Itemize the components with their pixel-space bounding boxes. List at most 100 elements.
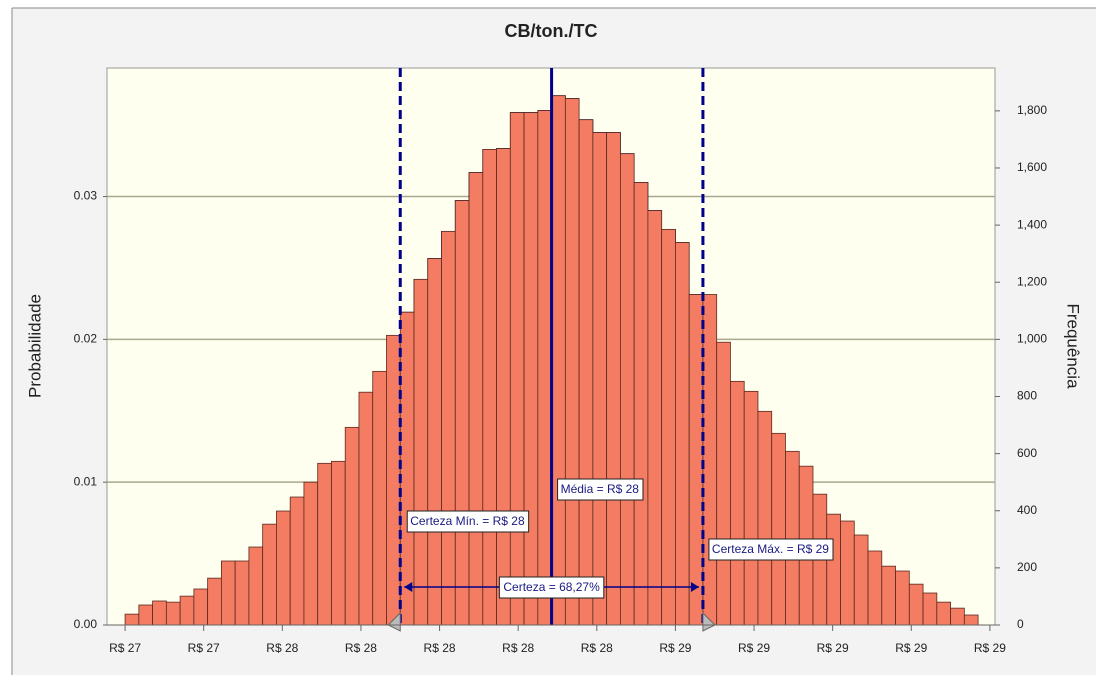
bar bbox=[427, 258, 442, 626]
y2-tick-label: 600 bbox=[1017, 446, 1037, 460]
certainty-grabber bbox=[702, 611, 716, 632]
bar bbox=[386, 334, 401, 626]
bar bbox=[675, 242, 690, 626]
x-tick-label: R$ 29 bbox=[974, 641, 1006, 655]
bar bbox=[702, 294, 718, 626]
x-tick-label: R$ 27 bbox=[188, 641, 220, 655]
bar bbox=[454, 200, 470, 626]
x-tick-label: R$ 27 bbox=[109, 641, 141, 655]
bar bbox=[908, 583, 924, 626]
bar bbox=[826, 513, 841, 626]
y2-tick-label: 800 bbox=[1017, 389, 1037, 403]
bar bbox=[179, 595, 195, 626]
x-tick-label: R$ 29 bbox=[659, 641, 691, 655]
y2-tick-label: 1,600 bbox=[1017, 160, 1047, 174]
bar bbox=[551, 95, 566, 626]
bar bbox=[220, 560, 236, 626]
bar bbox=[496, 148, 511, 626]
bar bbox=[344, 426, 360, 626]
y-tick-label: 0.00 bbox=[74, 617, 98, 631]
bar bbox=[262, 523, 277, 626]
y2-tick-label: 1,200 bbox=[1017, 274, 1047, 288]
bar bbox=[853, 534, 869, 626]
bar bbox=[358, 391, 374, 626]
bar bbox=[468, 172, 484, 626]
y2-tick-label: 1,800 bbox=[1017, 103, 1047, 117]
bar bbox=[523, 112, 539, 626]
bar bbox=[207, 577, 222, 626]
bar bbox=[771, 432, 786, 626]
x-tick-label: R$ 29 bbox=[895, 641, 927, 655]
x-tick-label: R$ 28 bbox=[581, 641, 613, 655]
y-tick-label: 0.03 bbox=[74, 189, 98, 203]
bar bbox=[578, 119, 594, 626]
bar bbox=[165, 601, 181, 626]
bar bbox=[881, 565, 896, 626]
bar bbox=[592, 132, 608, 626]
bar bbox=[441, 230, 456, 626]
bar bbox=[647, 210, 663, 626]
bar bbox=[193, 588, 209, 626]
x-tick-label: R$ 28 bbox=[345, 641, 377, 655]
bar bbox=[785, 450, 800, 626]
bar bbox=[248, 546, 264, 626]
bar bbox=[152, 600, 167, 626]
certainty-min-label-box bbox=[406, 510, 530, 533]
bar bbox=[303, 481, 319, 626]
y2-tick-label: 0 bbox=[1017, 617, 1024, 631]
y-axis-label: Probabilidade bbox=[25, 294, 44, 398]
bar bbox=[950, 607, 965, 626]
bar bbox=[331, 460, 346, 626]
bar bbox=[633, 182, 649, 626]
x-tick-label: R$ 29 bbox=[817, 641, 849, 655]
certainty-label: Certeza = 68,27% bbox=[503, 580, 600, 594]
x-tick-label: R$ 29 bbox=[738, 641, 770, 655]
y2-axis-label: Frequência bbox=[1064, 303, 1083, 389]
bar bbox=[716, 341, 731, 626]
bar bbox=[234, 560, 250, 626]
x-tick-label: R$ 28 bbox=[266, 641, 298, 655]
certainty-max-label: Certeza Máx. = R$ 29 bbox=[712, 542, 829, 556]
mean-label: Média = R$ 28 bbox=[561, 482, 640, 496]
bar bbox=[936, 601, 951, 626]
certainty-label-box bbox=[498, 576, 605, 599]
mean-label-box bbox=[557, 478, 644, 501]
bar bbox=[372, 370, 387, 626]
bar bbox=[138, 604, 153, 626]
y-tick-label: 0.02 bbox=[74, 332, 98, 346]
certainty-min-label: Certeza Mín. = R$ 28 bbox=[410, 514, 525, 528]
bar bbox=[688, 294, 704, 626]
bar bbox=[482, 149, 497, 626]
bar bbox=[867, 550, 883, 626]
bar bbox=[276, 510, 291, 626]
bar bbox=[619, 153, 635, 626]
y2-tick-label: 400 bbox=[1017, 503, 1037, 517]
bar bbox=[399, 311, 415, 626]
bar bbox=[757, 410, 773, 626]
bar bbox=[840, 520, 855, 626]
x-tick-label: R$ 28 bbox=[424, 641, 456, 655]
bar bbox=[564, 98, 580, 626]
bar bbox=[537, 110, 552, 626]
bar bbox=[922, 592, 938, 626]
bar bbox=[743, 390, 759, 626]
bar bbox=[661, 228, 676, 626]
bar bbox=[606, 132, 621, 626]
y-tick-label: 0.01 bbox=[74, 474, 98, 488]
x-tick-label: R$ 28 bbox=[502, 641, 534, 655]
y2-tick-label: 200 bbox=[1017, 560, 1037, 574]
y2-tick-label: 1,400 bbox=[1017, 217, 1047, 231]
bar bbox=[289, 496, 305, 626]
bar bbox=[895, 570, 910, 626]
y2-tick-label: 1,000 bbox=[1017, 332, 1047, 346]
bar bbox=[317, 462, 332, 626]
chart-title: CB/ton./TC bbox=[505, 21, 598, 41]
bar bbox=[963, 614, 979, 626]
bar bbox=[509, 112, 525, 626]
bar bbox=[413, 278, 429, 626]
bar bbox=[730, 380, 745, 626]
certainty-grabber bbox=[387, 611, 401, 632]
bar bbox=[124, 613, 140, 626]
